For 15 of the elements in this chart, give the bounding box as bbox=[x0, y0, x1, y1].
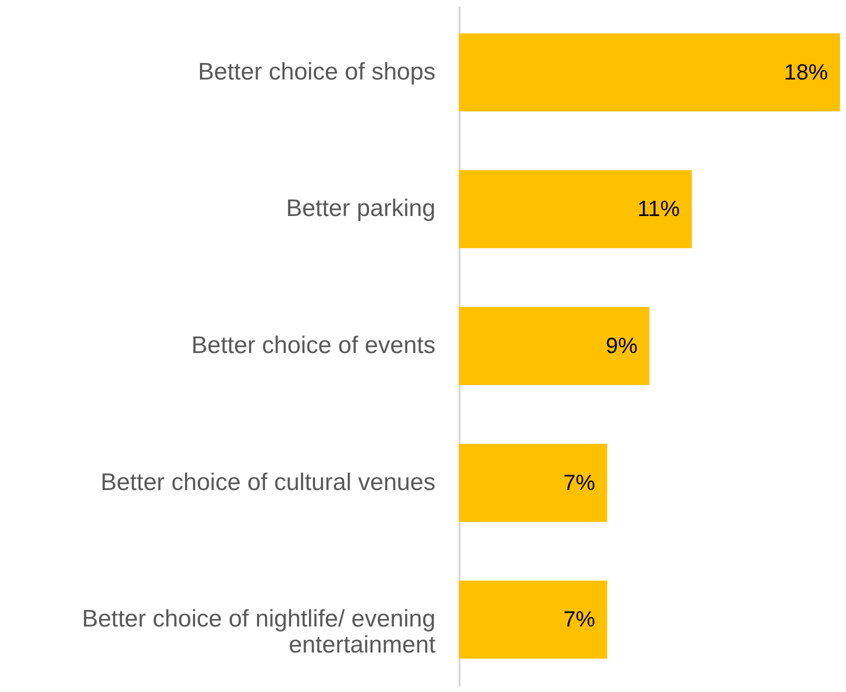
y-tick-label: Better choice of nightlife/ evening entertainment bbox=[82, 606, 436, 659]
data-label: 18% bbox=[784, 59, 828, 84]
y-tick-label: Better choice of events bbox=[191, 332, 436, 359]
data-label: 7% bbox=[563, 470, 596, 495]
bar bbox=[459, 33, 840, 112]
bar bbox=[459, 170, 692, 248]
bar bbox=[459, 444, 608, 522]
y-tick-label: Better choice of shops bbox=[198, 58, 436, 86]
y-tick-label: Better parking bbox=[286, 195, 436, 222]
data-label: 9% bbox=[606, 333, 638, 358]
bar bbox=[459, 307, 650, 385]
bar bbox=[459, 580, 608, 659]
data-label: 7% bbox=[563, 606, 596, 632]
data-label: 11% bbox=[637, 196, 680, 222]
y-tick-label: Better choice of cultural venues bbox=[100, 468, 436, 496]
